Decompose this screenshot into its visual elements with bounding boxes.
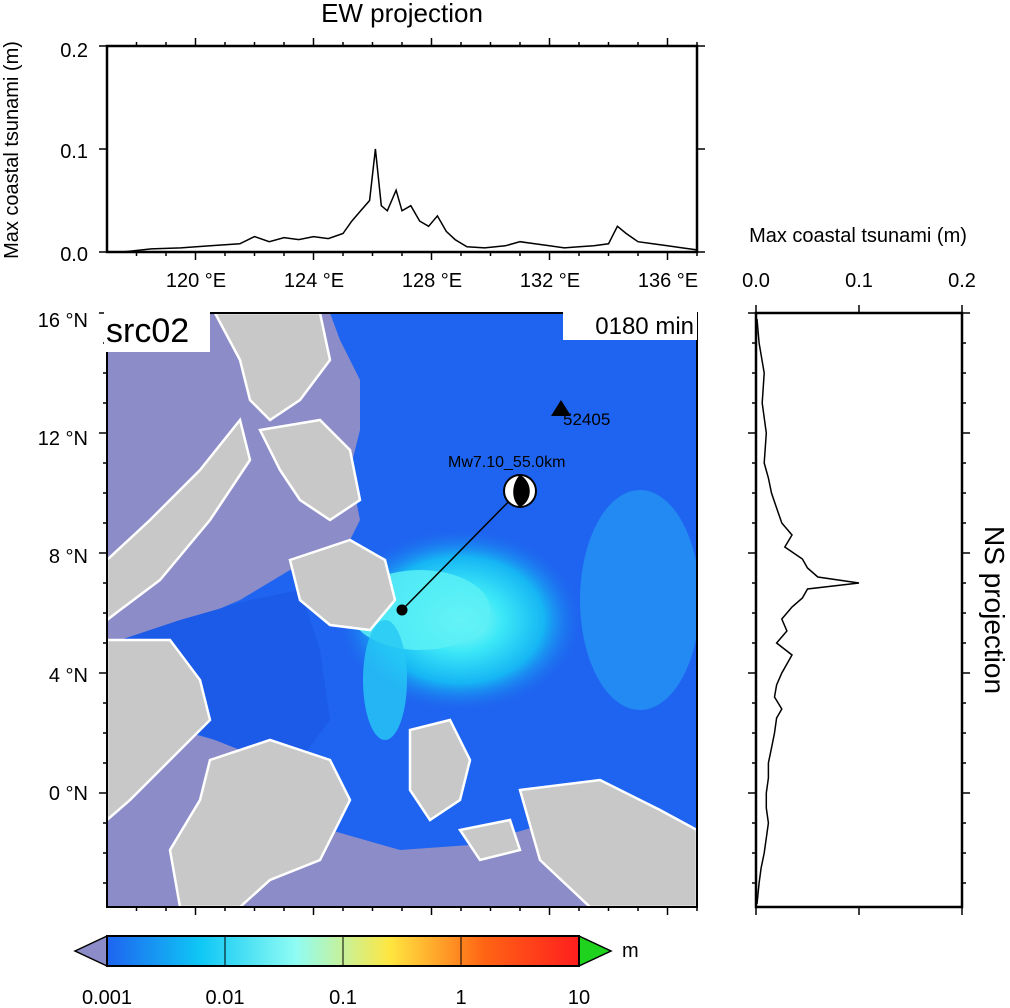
colorbar-label: 0.1 bbox=[329, 987, 357, 1008]
map-panel: Mw7.10_55.0km 52405 src02 0180 min 16 °N… bbox=[38, 310, 698, 915]
land-palawan bbox=[107, 417, 252, 622]
colorbar-under-arrow bbox=[73, 934, 108, 968]
colorbar-label: 0.01 bbox=[206, 987, 245, 1008]
ew-ytick-label: 0.0 bbox=[60, 244, 88, 266]
land-sulawesi bbox=[168, 738, 352, 907]
ns-xlabel: Max coastal tsunami (m) bbox=[749, 225, 967, 247]
colorbar-label: 0.001 bbox=[82, 987, 132, 1008]
colorbar-frame bbox=[106, 935, 580, 967]
land-luzon bbox=[213, 313, 332, 422]
ew-xtick-label: 124 °E bbox=[284, 270, 344, 292]
lat-tick-label: 12 °N bbox=[38, 428, 88, 450]
map-content: Mw7.10_55.0km 52405 bbox=[107, 313, 697, 907]
ew-xtick-label: 136 °E bbox=[638, 270, 698, 292]
lat-tick-label: 4 °N bbox=[49, 665, 88, 687]
ew-xtick-label: 120 °E bbox=[166, 270, 226, 292]
station-label: 52405 bbox=[563, 410, 610, 429]
ew-projection-panel: EW projection Max coastal tsunami (m) 0.… bbox=[1, 0, 705, 292]
colorbar-unit: m bbox=[622, 940, 639, 962]
lat-tick-label: 8 °N bbox=[49, 546, 88, 568]
colorbar-segments bbox=[107, 936, 579, 966]
land-mindanao bbox=[288, 538, 397, 632]
ew-ticks bbox=[99, 38, 705, 260]
ew-ytick-label: 0.1 bbox=[60, 141, 88, 163]
ew-xtick-label: 128 °E bbox=[402, 270, 462, 292]
lat-tick-label: 16 °N bbox=[38, 310, 88, 332]
land-visayas bbox=[258, 418, 362, 522]
colorbar-label: 1 bbox=[455, 987, 466, 1008]
land-islands bbox=[457, 818, 522, 862]
ns-plot-frame bbox=[754, 311, 964, 909]
ns-xtick-label: 0.2 bbox=[948, 270, 976, 292]
ew-title: EW projection bbox=[321, 0, 483, 28]
ew-ytick-label: 0.2 bbox=[60, 40, 88, 62]
focal-mechanism-beachball bbox=[503, 474, 537, 508]
station-marker bbox=[551, 400, 571, 416]
ns-title: NS projection bbox=[979, 526, 1010, 694]
ns-series-line bbox=[756, 318, 860, 905]
ew-series-line bbox=[121, 148, 698, 253]
colorbar: m 0.001 0.01 0.1 1 10 bbox=[73, 934, 639, 1008]
tsunami-channel bbox=[363, 620, 407, 740]
epicenter-marker bbox=[396, 604, 408, 616]
epicenter-link-line bbox=[401, 491, 519, 611]
land-borneo bbox=[107, 638, 212, 822]
colorbar-over-arrow bbox=[578, 934, 613, 968]
land-new-guinea bbox=[518, 778, 697, 907]
ew-plot-frame bbox=[105, 44, 699, 254]
ns-xtick-label: 0.0 bbox=[742, 270, 770, 292]
lat-tick-label: 0 °N bbox=[49, 783, 88, 805]
ns-xtick-label: 0.1 bbox=[845, 270, 873, 292]
time-label: 0180 min bbox=[595, 313, 694, 340]
ew-ylabel: Max coastal tsunami (m) bbox=[1, 41, 23, 259]
tsunami-east-zone bbox=[580, 490, 697, 710]
source-label: src02 bbox=[106, 312, 189, 350]
ns-projection-panel: Max coastal tsunami (m) 0.0 0.1 0.2 NS p… bbox=[742, 225, 1010, 915]
ew-xtick-label: 132 °E bbox=[520, 270, 580, 292]
ns-ticks bbox=[748, 305, 970, 915]
event-label: Mw7.10_55.0km bbox=[448, 454, 565, 471]
colorbar-label: 10 bbox=[568, 987, 590, 1008]
land-masses bbox=[107, 313, 697, 907]
source-label-box bbox=[104, 310, 210, 352]
land-halmahera bbox=[408, 718, 472, 822]
time-label-box bbox=[563, 310, 697, 340]
